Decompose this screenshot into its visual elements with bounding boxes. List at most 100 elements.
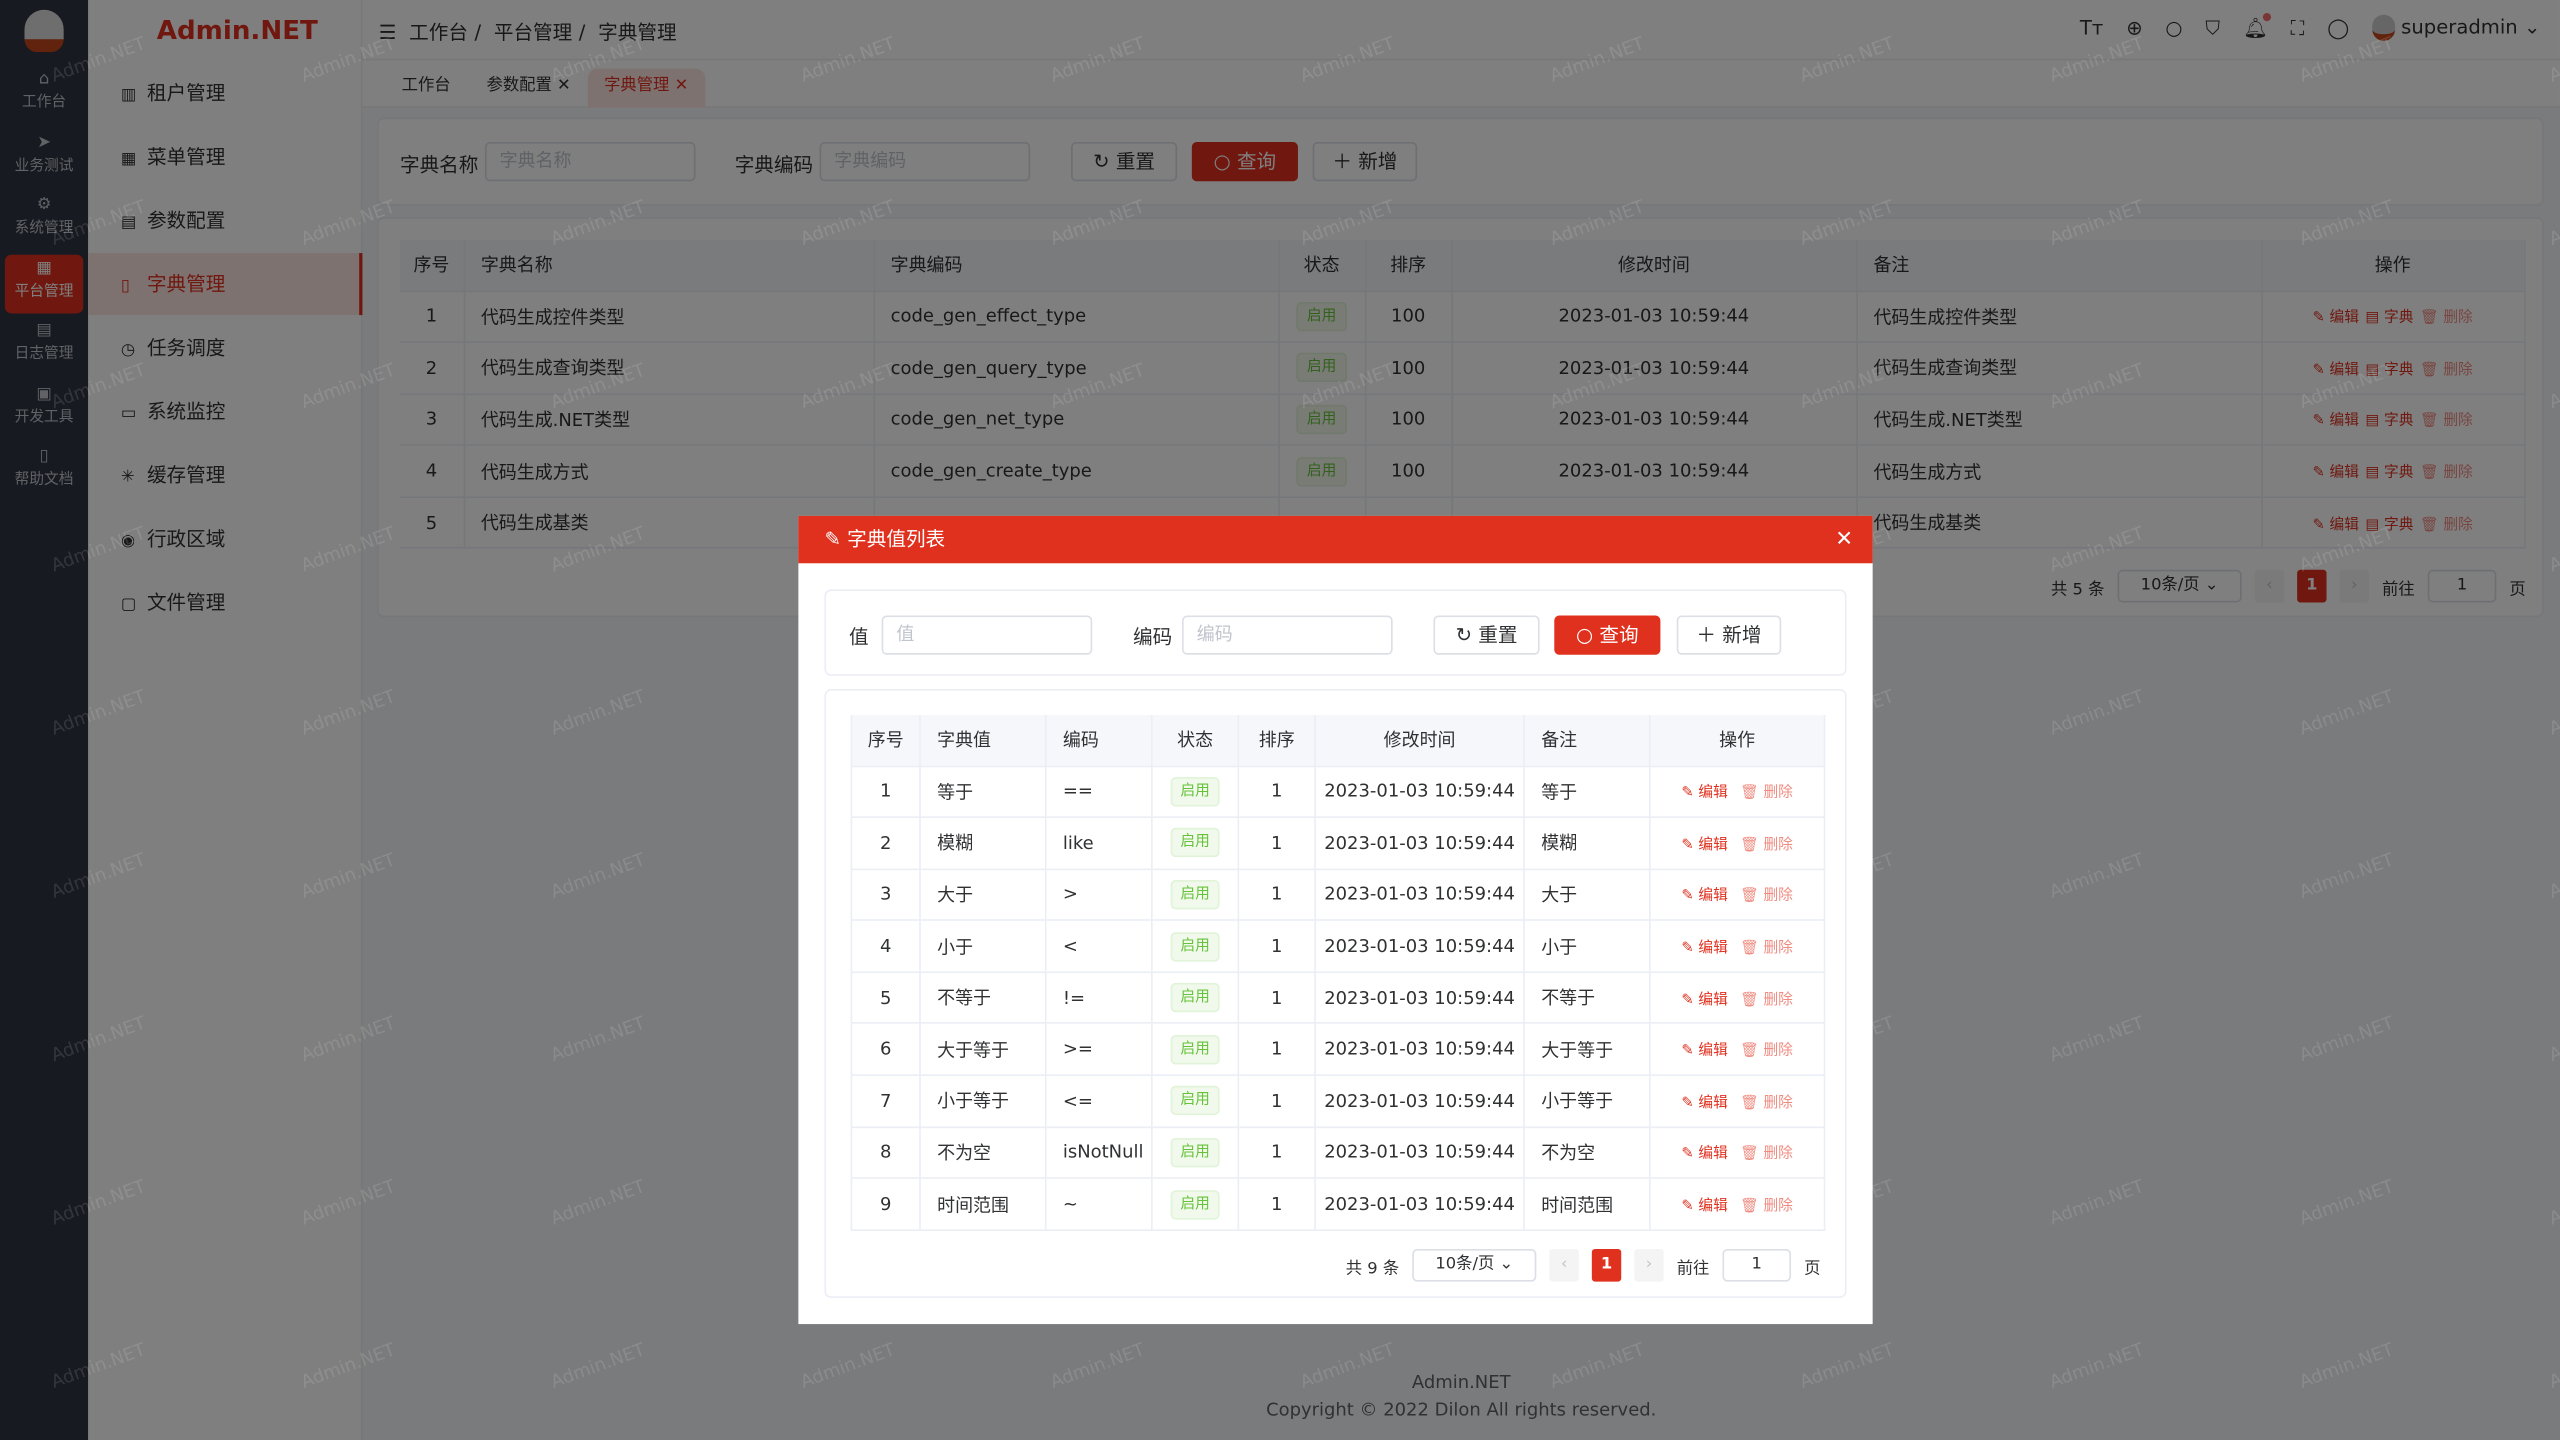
trash-icon: 🗑︎ <box>1740 1198 1759 1215</box>
order: 1 <box>1238 1023 1316 1077</box>
modified-time: 2023-01-03 10:59:44 <box>1315 868 1525 922</box>
dict-value: 时间范围 <box>919 1178 1047 1231</box>
edit-button[interactable]: ✎ 编辑 <box>1681 1146 1728 1164</box>
delete-button[interactable]: 🗑︎ 删除 <box>1740 992 1793 1009</box>
total-count: 共 9 条 <box>1345 1259 1400 1278</box>
remark: 小于 <box>1524 920 1651 973</box>
remark: 大于等于 <box>1524 1023 1651 1077</box>
value-input[interactable]: 值 <box>881 615 1093 655</box>
trash-icon: 🗑︎ <box>1740 1043 1759 1061</box>
goto-label: 前往 <box>1676 1259 1710 1278</box>
page-suffix: 页 <box>1804 1259 1821 1278</box>
delete-button[interactable]: 🗑︎ 删除 <box>1740 785 1793 803</box>
delete-button[interactable]: 🗑︎ 删除 <box>1740 1198 1793 1215</box>
edit-button[interactable]: ✎ 编辑 <box>1681 837 1728 854</box>
dict-value-dialog: ✎ 字典值列表 ✕ 值 值 编码 编码 ↻ 重置 ○ 查询 ＋ 新增 序号 字典值… <box>798 515 1873 1325</box>
modified-time: 2023-01-03 10:59:44 <box>1315 1023 1525 1077</box>
status-badge: 启用 <box>1170 931 1220 961</box>
dict-value: 模糊 <box>919 817 1047 870</box>
row-no: 7 <box>851 1075 921 1128</box>
trash-icon: 🗑︎ <box>1740 837 1759 854</box>
column-header: 备注 <box>1524 715 1651 767</box>
edit-button[interactable]: ✎ 编辑 <box>1681 785 1728 803</box>
refresh-icon: ↻ <box>1455 623 1473 647</box>
modified-time: 2023-01-03 10:59:44 <box>1315 765 1525 819</box>
dict-code: == <box>1045 765 1153 819</box>
prev-page-button[interactable]: ‹ <box>1549 1248 1579 1282</box>
row-no: 2 <box>851 817 921 870</box>
edit-button[interactable]: ✎ 编辑 <box>1681 1198 1728 1215</box>
edit-button[interactable]: ✎ 编辑 <box>1681 888 1728 906</box>
dialog-reset-button[interactable]: ↻ 重置 <box>1433 615 1540 655</box>
dialog-search-card: 值 值 编码 编码 ↻ 重置 ○ 查询 ＋ 新增 <box>824 589 1847 676</box>
order: 1 <box>1238 1126 1316 1180</box>
column-header: 排序 <box>1238 715 1316 767</box>
page-1-button[interactable]: 1 <box>1591 1248 1622 1282</box>
row-no: 6 <box>851 1023 921 1077</box>
edit-button[interactable]: ✎ 编辑 <box>1681 940 1728 957</box>
delete-button[interactable]: 🗑︎ 删除 <box>1740 837 1793 854</box>
edit-icon: ✎ <box>1681 888 1694 906</box>
remark: 模糊 <box>1524 817 1651 870</box>
dict-code: < <box>1045 920 1153 973</box>
dialog-header: ✎ 字典值列表 ✕ <box>798 515 1873 564</box>
dialog-table-card: 序号 字典值 编码 状态 排序 修改时间 备注 操作 1 等于 == 启用 1 2023-01… <box>824 688 1847 1298</box>
code-input[interactable]: 编码 <box>1182 615 1393 655</box>
status-badge: 启用 <box>1170 879 1220 910</box>
edit-icon: ✎ <box>1681 992 1694 1009</box>
dialog-pagination: 共 9 条 10条/页 ⌄ ‹ 1 › 前往 1 页 <box>1345 1248 1821 1282</box>
dict-code: >= <box>1045 1023 1153 1077</box>
status-badge: 启用 <box>1170 983 1220 1013</box>
dict-value-table: 序号 字典值 编码 状态 排序 修改时间 备注 操作 1 等于 == 启用 1 2023-01… <box>850 715 1826 1231</box>
dialog-query-button[interactable]: ○ 查询 <box>1554 615 1661 655</box>
edit-button[interactable]: ✎ 编辑 <box>1681 1095 1728 1112</box>
table-row: 3 大于 > 启用 1 2023-01-03 10:59:44 大于 ✎ 编辑 … <box>851 868 1826 922</box>
status-badge: 启用 <box>1170 1137 1220 1168</box>
delete-button[interactable]: 🗑︎ 删除 <box>1740 1043 1793 1061</box>
edit-icon: ✎ <box>1681 785 1694 803</box>
dict-code: ~ <box>1045 1178 1153 1231</box>
next-page-button[interactable]: › <box>1634 1248 1664 1282</box>
delete-button[interactable]: 🗑︎ 删除 <box>1740 888 1793 906</box>
order: 1 <box>1238 972 1316 1025</box>
edit-icon: ✎ <box>1681 1146 1694 1164</box>
order: 1 <box>1238 1075 1316 1128</box>
row-no: 9 <box>851 1178 921 1231</box>
order: 1 <box>1238 817 1316 870</box>
edit-icon: ✎ <box>1681 1095 1694 1112</box>
order: 1 <box>1238 868 1316 922</box>
dict-code: isNotNull <box>1045 1126 1153 1180</box>
goto-page-input[interactable]: 1 <box>1722 1248 1792 1282</box>
status-badge: 启用 <box>1170 1086 1220 1116</box>
delete-button[interactable]: 🗑︎ 删除 <box>1740 1146 1793 1164</box>
modified-time: 2023-01-03 10:59:44 <box>1315 817 1525 870</box>
delete-button[interactable]: 🗑︎ 删除 <box>1740 940 1793 957</box>
table-row: 9 时间范围 ~ 启用 1 2023-01-03 10:59:44 时间范围 ✎… <box>851 1178 1826 1231</box>
dict-value: 小于 <box>919 920 1047 973</box>
edit-button[interactable]: ✎ 编辑 <box>1681 1043 1728 1061</box>
dict-value: 等于 <box>919 765 1047 819</box>
status-badge: 启用 <box>1170 1034 1220 1065</box>
edit-button[interactable]: ✎ 编辑 <box>1681 992 1728 1009</box>
dialog-add-button[interactable]: ＋ 新增 <box>1676 615 1782 655</box>
row-no: 1 <box>851 765 921 819</box>
modified-time: 2023-01-03 10:59:44 <box>1315 1126 1525 1180</box>
row-no: 4 <box>851 920 921 973</box>
status-badge: 启用 <box>1170 1189 1220 1219</box>
remark: 小于等于 <box>1524 1075 1651 1128</box>
modified-time: 2023-01-03 10:59:44 <box>1315 972 1525 1025</box>
column-header: 状态 <box>1151 715 1240 767</box>
close-icon[interactable]: ✕ <box>1835 527 1854 552</box>
order: 1 <box>1238 1178 1316 1231</box>
table-row: 1 等于 == 启用 1 2023-01-03 10:59:44 等于 ✎ 编辑… <box>851 765 1826 819</box>
row-no: 3 <box>851 868 921 922</box>
edit-icon: ✎ <box>1681 1198 1694 1215</box>
edit-icon: ✎ <box>1681 837 1694 854</box>
page-size-select[interactable]: 10条/页 ⌄ <box>1412 1248 1537 1282</box>
table-row: 6 大于等于 >= 启用 1 2023-01-03 10:59:44 大于等于 … <box>851 1023 1826 1077</box>
remark: 不为空 <box>1524 1126 1651 1180</box>
column-header: 字典值 <box>919 715 1047 767</box>
delete-button[interactable]: 🗑︎ 删除 <box>1740 1095 1793 1112</box>
status-badge: 启用 <box>1170 828 1220 858</box>
remark: 等于 <box>1524 765 1651 819</box>
